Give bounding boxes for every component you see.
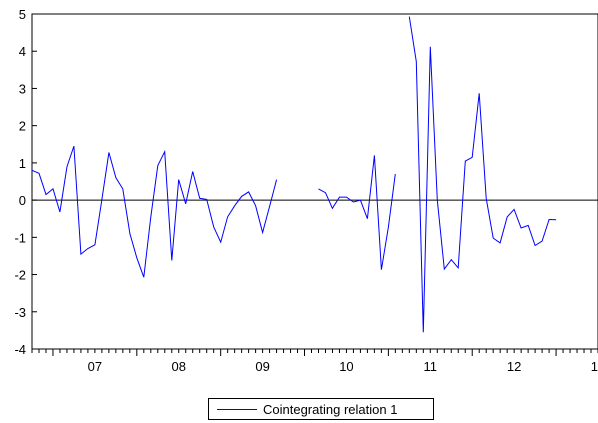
plot-area <box>31 13 598 350</box>
legend: Cointegrating relation 1 <box>208 398 434 420</box>
x-tick-label: 13 <box>591 359 598 374</box>
legend-swatch <box>217 408 257 410</box>
x-tick-label: 12 <box>507 359 521 374</box>
y-tick-label: 1 <box>19 156 26 171</box>
series-cointegrating-relation-1 <box>31 16 557 333</box>
y-tick-label: 2 <box>19 119 26 134</box>
y-tick-label: 0 <box>19 193 26 208</box>
x-tick-label: 11 <box>424 359 438 374</box>
y-axis: 5 4 3 2 1 0 -1 -2 -3 -4 <box>14 7 37 357</box>
x-tick-label: 08 <box>172 359 186 374</box>
y-tick-label: -4 <box>14 342 26 357</box>
series-line <box>318 155 396 270</box>
series-line <box>31 145 278 278</box>
x-tick-label: 09 <box>255 359 269 374</box>
y-tick-label: -3 <box>14 305 26 320</box>
x-tick-label: 07 <box>88 359 102 374</box>
series-line <box>408 16 557 333</box>
y-tick-label: 3 <box>19 81 26 96</box>
y-tick-label: -2 <box>14 268 26 283</box>
y-tick-label: -1 <box>14 230 26 245</box>
legend-label: Cointegrating relation 1 <box>263 401 398 417</box>
y-tick-label: 4 <box>19 44 26 59</box>
y-tick-label: 5 <box>19 7 26 22</box>
x-axis: 07 08 09 10 11 12 13 <box>31 349 598 374</box>
x-tick-label: 10 <box>339 359 353 374</box>
